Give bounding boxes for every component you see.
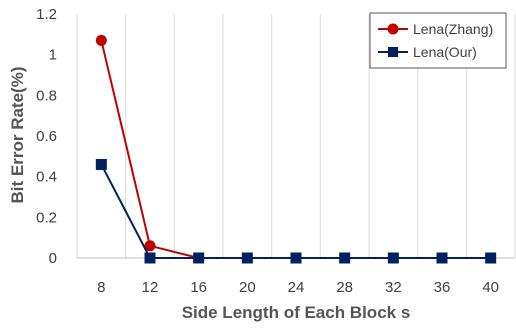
y-tick-label: 0.4 xyxy=(36,169,57,186)
data-point xyxy=(485,252,497,264)
x-tick-labels: 8 12 16 20 24 28 32 36 40 xyxy=(97,279,499,296)
data-point xyxy=(144,252,156,264)
series-line xyxy=(100,40,199,259)
series-layer xyxy=(95,34,497,264)
x-tick-label: 16 xyxy=(190,279,207,296)
y-tick-label: 0.8 xyxy=(36,87,57,104)
data-point xyxy=(144,240,156,252)
legend-marker-our xyxy=(388,47,398,57)
data-point xyxy=(95,158,107,170)
legend: Lena(Zhang) Lena(Our) xyxy=(369,12,507,69)
x-tick-label: 28 xyxy=(336,279,353,296)
x-tick-label: 20 xyxy=(239,279,256,296)
grid-lines xyxy=(76,14,516,258)
x-tick-label: 36 xyxy=(434,279,451,296)
y-tick-label: 1.2 xyxy=(36,6,57,23)
legend-item-zhang: Lena(Zhang) xyxy=(378,21,493,37)
x-tick-label: 40 xyxy=(482,279,499,296)
data-point xyxy=(241,252,253,264)
x-tick-label: 24 xyxy=(288,279,305,296)
data-point xyxy=(290,252,302,264)
data-point xyxy=(436,252,448,264)
legend-label-zhang: Lena(Zhang) xyxy=(413,21,493,37)
y-tick-label: 0.2 xyxy=(36,209,57,226)
legend-marker-zhang xyxy=(387,23,399,35)
data-point xyxy=(95,34,107,46)
data-point xyxy=(387,252,399,264)
y-tick-label: 0 xyxy=(49,250,57,267)
x-axis-title: Side Length of Each Block s xyxy=(182,303,411,322)
y-axis-title: Bit Error Rate(%) xyxy=(8,67,27,204)
data-point xyxy=(193,252,205,264)
legend-item-our: Lena(Our) xyxy=(378,44,477,60)
data-point xyxy=(339,252,351,264)
y-tick-label: 0.6 xyxy=(36,128,57,145)
x-tick-label: 8 xyxy=(97,279,105,296)
series-1 xyxy=(95,158,497,264)
y-tick-label: 1 xyxy=(49,47,57,64)
series-line xyxy=(100,164,491,259)
y-tick-labels: 0 0.2 0.4 0.6 0.8 1 1.2 xyxy=(36,6,57,267)
legend-label-our: Lena(Our) xyxy=(413,44,477,60)
legend-box xyxy=(369,12,507,69)
series-0 xyxy=(95,34,205,264)
x-tick-label: 32 xyxy=(385,279,402,296)
x-tick-label: 12 xyxy=(142,279,159,296)
